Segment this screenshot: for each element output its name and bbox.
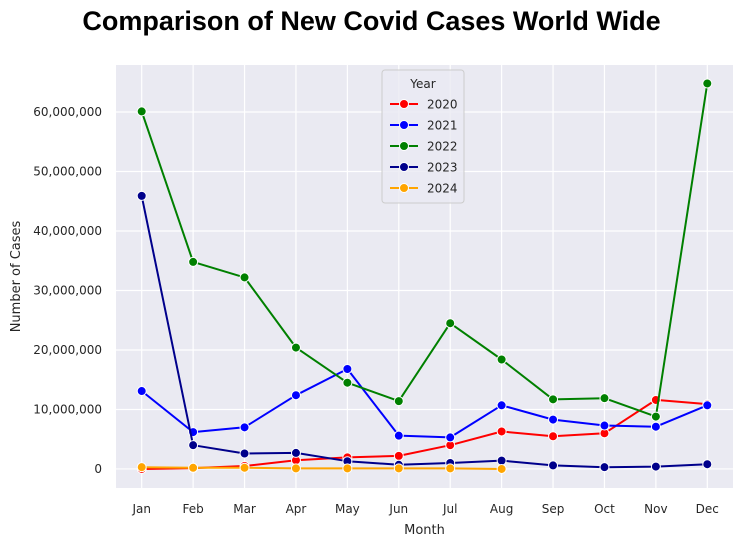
data-point — [496, 426, 507, 437]
data-point — [393, 396, 404, 407]
series-2021 — [136, 364, 713, 443]
series-line-2023 — [140, 195, 708, 469]
x-tick-label: Feb — [183, 502, 204, 516]
data-point — [445, 463, 456, 474]
data-point — [496, 455, 507, 466]
y-axis-label: Number of Cases — [9, 220, 24, 332]
data-point — [239, 422, 250, 433]
data-point — [188, 440, 199, 451]
x-tick-label: Aug — [490, 502, 513, 516]
data-point — [239, 272, 250, 283]
data-point — [599, 393, 610, 404]
data-point — [290, 447, 301, 458]
data-point — [702, 78, 713, 89]
legend-entry-2022: 2022 — [427, 140, 458, 154]
x-tick-label: May — [335, 502, 360, 516]
series-line-2021 — [141, 368, 708, 439]
data-point — [548, 431, 559, 442]
x-axis-label: Month — [404, 523, 445, 538]
data-point — [702, 459, 713, 470]
series-2023 — [136, 190, 713, 473]
series-2022 — [136, 78, 713, 422]
x-tick-label: Dec — [696, 502, 719, 516]
y-axis-ticks: 0 10,000,000 20,000,000 30,000,000 40,000,00… — [33, 105, 102, 476]
data-point — [496, 463, 507, 474]
series-2024 — [136, 462, 507, 474]
data-point — [650, 461, 661, 472]
data-point — [548, 394, 559, 405]
data-point — [650, 421, 661, 432]
data-point — [136, 462, 147, 473]
series-layer — [136, 78, 713, 474]
legend-marker — [399, 120, 409, 130]
data-point — [136, 106, 147, 117]
x-tick-label: Mar — [233, 502, 256, 516]
data-point — [188, 256, 199, 267]
data-point — [136, 386, 147, 397]
y-tick-label: 10,000,000 — [33, 402, 102, 416]
series-line-2020 — [141, 398, 708, 470]
legend-title: Year — [409, 77, 435, 91]
y-tick-label: 50,000,000 — [33, 164, 102, 178]
y-tick-label: 20,000,000 — [33, 343, 102, 357]
data-point — [650, 411, 661, 422]
data-point — [548, 460, 559, 471]
data-point — [342, 377, 353, 388]
x-tick-label: Oct — [594, 502, 615, 516]
legend-marker — [399, 162, 409, 172]
legend-entry-2023: 2023 — [427, 161, 458, 175]
data-point — [342, 463, 353, 474]
legend-entry-2024: 2024 — [427, 182, 458, 196]
data-point — [599, 420, 610, 431]
data-point — [393, 430, 404, 441]
data-point — [599, 462, 610, 473]
x-tick-label: Jul — [442, 502, 457, 516]
data-point — [239, 448, 250, 459]
data-point — [496, 354, 507, 365]
data-point — [702, 400, 713, 411]
legend: Year 2020 2021 2022 2023 2024 — [381, 69, 465, 204]
data-point — [188, 462, 199, 473]
y-tick-label: 30,000,000 — [33, 283, 102, 297]
x-tick-label: Nov — [644, 502, 667, 516]
data-point — [342, 364, 353, 375]
data-point — [496, 400, 507, 411]
y-tick-label: 0 — [94, 462, 102, 476]
data-point — [548, 414, 559, 425]
series-line-2024 — [141, 466, 502, 470]
data-point — [290, 342, 301, 353]
x-tick-label: Sep — [542, 502, 565, 516]
legend-marker — [399, 99, 409, 109]
chart-title: Comparison of New Covid Cases World Wide — [82, 6, 661, 36]
data-point — [290, 390, 301, 401]
data-point — [445, 318, 456, 329]
y-tick-label: 60,000,000 — [33, 105, 102, 119]
y-tick-label: 40,000,000 — [33, 224, 102, 238]
legend-entry-2020: 2020 — [427, 98, 458, 112]
data-point — [393, 463, 404, 474]
x-axis-ticks: Jan Feb Mar Apr May Jun Jul Aug Sep Oct Nov Dec — [131, 502, 718, 516]
legend-marker — [399, 183, 409, 193]
data-point — [136, 190, 147, 201]
data-point — [445, 432, 456, 443]
x-tick-label: Apr — [286, 502, 307, 516]
data-point — [290, 463, 301, 474]
legend-marker — [399, 141, 409, 151]
legend-entry-2021: 2021 — [427, 119, 458, 133]
data-point — [239, 462, 250, 473]
series-line-2022 — [140, 83, 709, 418]
data-point — [393, 450, 404, 461]
x-tick-label: Jan — [131, 502, 151, 516]
x-tick-label: Jun — [388, 502, 408, 516]
